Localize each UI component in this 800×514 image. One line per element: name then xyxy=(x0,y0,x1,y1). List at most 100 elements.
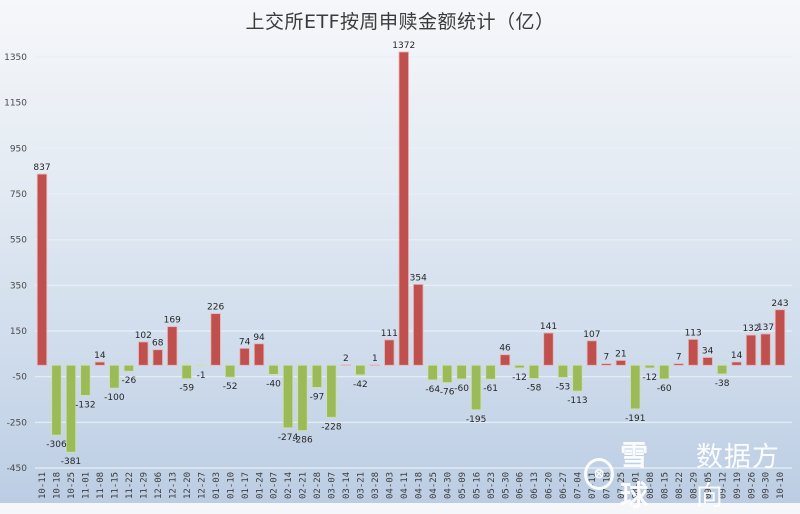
data-label: -60 xyxy=(454,384,469,394)
x-tick-label: 05-23 xyxy=(487,472,497,499)
data-label: 354 xyxy=(410,273,427,283)
bar-03-28 xyxy=(369,364,380,367)
data-label: -61 xyxy=(483,384,498,394)
data-label: 169 xyxy=(164,316,181,326)
x-tick-label: 07-18 xyxy=(603,472,613,499)
data-label: -40 xyxy=(266,379,281,389)
data-label: 2 xyxy=(343,354,349,364)
x-tick-label: 12-13 xyxy=(168,472,178,499)
bar-06-06 xyxy=(514,364,525,369)
bar-12-27 xyxy=(196,364,207,367)
x-tick-label: 11-15 xyxy=(111,472,121,499)
data-label: 102 xyxy=(135,331,152,341)
data-label: 7 xyxy=(603,353,609,363)
bar-02-14 xyxy=(282,364,294,429)
bar-01-10 xyxy=(224,364,236,378)
bar-04-11 xyxy=(398,51,409,366)
x-tick-label: 03-14 xyxy=(342,472,352,499)
x-tick-label: 02-07 xyxy=(270,472,280,499)
x-tick-label: 09-05 xyxy=(704,472,714,499)
bar-12-06 xyxy=(152,349,163,366)
x-tick-label: 10-11 xyxy=(38,472,48,499)
data-label: 74 xyxy=(239,337,251,347)
x-tick-label: 07-25 xyxy=(617,472,627,499)
bar-12-13 xyxy=(167,326,178,366)
data-label: -100 xyxy=(104,393,125,403)
y-tick-label: 950 xyxy=(10,144,27,154)
data-label: 14 xyxy=(731,351,743,361)
bar-03-14 xyxy=(340,364,352,366)
x-tick-label: 04-03 xyxy=(385,472,395,499)
x-tick-label: 03-28 xyxy=(371,472,381,499)
bar-07-25 xyxy=(615,360,626,366)
x-tick-label: 08-29 xyxy=(689,472,699,499)
data-label: -52 xyxy=(223,382,238,392)
bar-01-03 xyxy=(210,313,221,366)
data-label: -38 xyxy=(715,379,730,389)
data-label: -53 xyxy=(556,382,571,392)
bar-02-07 xyxy=(268,364,279,375)
bar-chart-plot: 1350 1150 950 750 550 350 150 -50 -250 -450 837 -3… xyxy=(4,41,792,499)
bar-08-01 xyxy=(630,364,641,410)
bar-04-18 xyxy=(413,284,424,366)
x-tick-label: 12-20 xyxy=(183,472,193,499)
data-label: -58 xyxy=(527,383,542,393)
bar-10-25 xyxy=(65,364,77,453)
x-tick-label: 05-09 xyxy=(458,472,468,499)
x-tick-label: 01-17 xyxy=(241,472,251,499)
x-tick-label: 07-11 xyxy=(588,472,598,499)
bar-11-29 xyxy=(138,341,149,366)
data-label: 7 xyxy=(676,353,682,363)
x-tick-label: 02-21 xyxy=(299,472,309,499)
data-label: -64 xyxy=(425,385,440,395)
data-label: -76 xyxy=(440,388,455,398)
x-tick-label: 12-06 xyxy=(154,472,164,499)
bar-06-27 xyxy=(557,364,569,378)
y-tick-label: 750 xyxy=(10,190,27,200)
data-label: -113 xyxy=(567,396,587,406)
data-label: 837 xyxy=(33,163,50,173)
x-tick-label: 06-20 xyxy=(545,472,555,499)
x-tick-label: 08-15 xyxy=(660,472,670,499)
y-axis-ticks: 1350 1150 950 750 550 350 150 -50 -250 -450 xyxy=(4,53,27,474)
x-tick-label: 10-10 xyxy=(776,472,786,499)
y-tick-label: 550 xyxy=(10,236,27,246)
bar-04-30 xyxy=(442,364,453,384)
x-tick-label: 11-29 xyxy=(139,472,149,499)
data-label: -132 xyxy=(75,400,95,410)
bar-07-18 xyxy=(601,363,612,366)
bar-09-05 xyxy=(702,357,713,366)
x-tick-label: 11-01 xyxy=(82,472,92,499)
bar-08-29 xyxy=(688,339,699,366)
bar-09-12 xyxy=(716,364,728,375)
x-tick-label: 06-27 xyxy=(559,472,569,499)
data-label: -306 xyxy=(46,440,67,450)
x-tick-label: 08-22 xyxy=(675,472,685,499)
data-label: -191 xyxy=(625,414,645,424)
bar-03-07 xyxy=(326,364,337,418)
x-tick-label: 12-27 xyxy=(197,472,207,499)
x-tick-label: 11-22 xyxy=(125,472,135,499)
data-label: 243 xyxy=(771,299,788,309)
data-label: 21 xyxy=(615,349,626,359)
data-label: 132 xyxy=(742,324,759,334)
bar-08-08 xyxy=(644,364,655,369)
bar-09-26 xyxy=(745,334,757,366)
data-label: 68 xyxy=(152,339,164,349)
x-tick-label: 04-30 xyxy=(443,472,453,499)
bar-02-21 xyxy=(297,364,308,431)
data-label: -12 xyxy=(512,373,527,383)
data-label: 46 xyxy=(499,344,511,354)
bar-11-08 xyxy=(94,361,106,366)
x-tick-label: 09-30 xyxy=(762,472,772,499)
data-label: 34 xyxy=(702,346,714,356)
x-tick-label: 04-11 xyxy=(400,472,410,499)
data-label: 1 xyxy=(372,354,378,364)
bar-07-11 xyxy=(586,340,598,366)
bar-09-30 xyxy=(760,333,771,366)
data-label: 141 xyxy=(540,322,557,332)
x-tick-label: 09-19 xyxy=(733,472,743,499)
bar-11-22 xyxy=(123,364,134,372)
bar-10-11 xyxy=(36,173,48,366)
x-tick-label: 05-16 xyxy=(472,472,482,499)
